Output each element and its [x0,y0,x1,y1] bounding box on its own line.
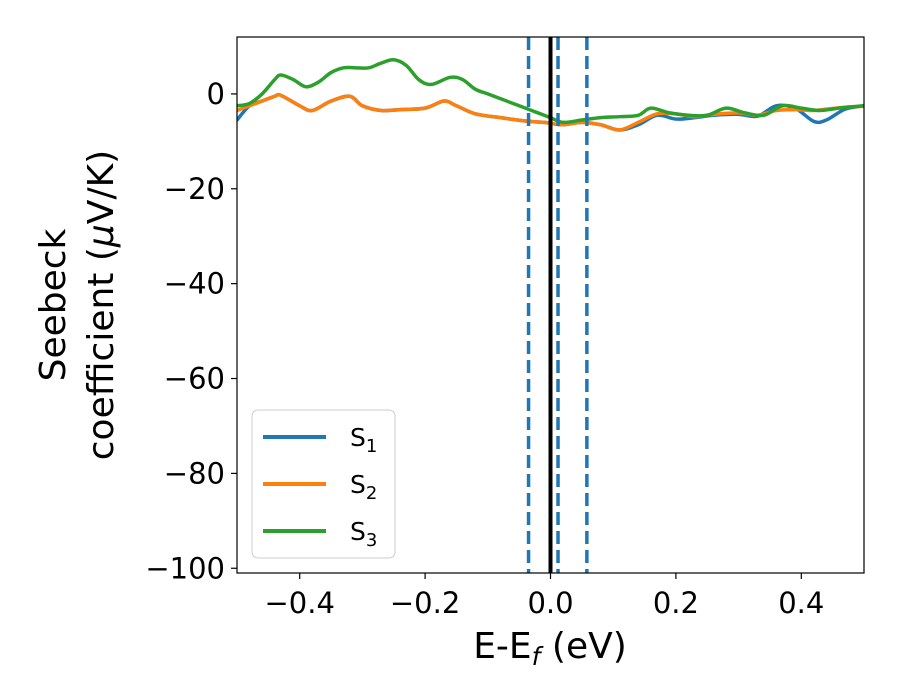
vertical-lines [526,37,589,573]
x-tick-label: 0.2 [653,586,699,620]
x-tick-label: −0.2 [390,586,460,620]
legend: S1 S2 S3 [251,409,396,559]
y-tick-label: −60 [164,362,225,396]
x-axis-label: E-Ef (eV) [473,626,627,671]
series-line-s3 [237,57,864,125]
y-tick-label: −20 [164,172,225,206]
y-axis-label-line1: Seebeck [33,228,74,381]
y-tick-label: −40 [164,267,225,301]
x-tick-label: 0.4 [778,586,824,620]
y-tick-label: −100 [145,551,225,585]
plot-lines [237,57,864,132]
y-tick-label: −80 [164,456,225,490]
y-axis-ticks: 0 −20 −40 −60 −80 −100 [145,77,237,585]
x-axis-ticks: −0.4 −0.2 0.0 0.2 0.4 [264,573,824,620]
x-tick-label: −0.4 [264,586,334,620]
y-tick-label: 0 [207,77,225,111]
legend-label-s2: S2 [350,470,377,504]
x-tick-label: 0.0 [527,586,573,620]
y-axis-label-line2: coefficient (μV/K) [81,150,122,460]
legend-label-s1: S1 [350,423,377,457]
y-axis-label: Seebeck coefficient (μV/K) [33,150,122,460]
legend-label-s3: S3 [350,517,377,551]
